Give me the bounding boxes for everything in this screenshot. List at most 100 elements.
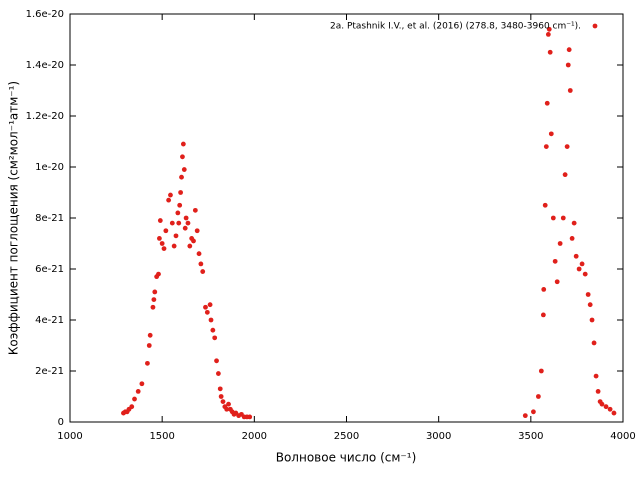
point [192,207,198,213]
point [135,389,141,394]
point [159,241,165,246]
point [187,243,193,249]
point [607,406,613,412]
point [220,399,226,404]
point [576,266,582,272]
point [207,302,213,308]
point [157,236,162,241]
point [226,401,231,407]
point [571,220,577,226]
point [168,192,173,198]
point [562,172,568,178]
point [579,261,585,267]
point [566,47,572,53]
point [545,32,551,37]
x-tick-label: 1000 [57,431,82,442]
point [591,340,597,346]
point [163,228,169,234]
point [175,210,181,216]
point [183,215,189,221]
x-tick-label: 1500 [149,431,174,442]
point [181,167,187,172]
point [173,233,179,239]
point [547,49,553,55]
point [176,220,182,226]
point [557,241,563,246]
point [194,228,200,234]
point [554,279,560,285]
point [593,373,599,379]
point [560,215,566,221]
point [217,386,223,392]
point [247,414,253,420]
y-axis-label: Коэффициент поглощения (см²мол⁻¹атм⁻¹) [7,81,21,355]
point [208,317,214,323]
point [550,215,556,221]
point [191,238,196,244]
point [585,292,591,297]
point [569,236,575,241]
point [157,218,163,223]
point [542,202,548,208]
point [589,317,595,323]
point [546,26,552,32]
point [540,312,546,318]
point [210,327,216,333]
point [129,404,135,410]
point [573,253,579,259]
point [543,144,549,150]
x-tick-label: 2000 [242,431,267,442]
point [567,88,573,93]
x-tick-label: 3000 [426,431,451,442]
point [541,287,547,292]
y-tick-label: 0 [58,417,64,428]
point [169,220,175,226]
point [166,197,172,203]
point [177,202,183,208]
x-tick-label: 2500 [334,431,359,442]
y-tick-label: 6e-21 [35,264,64,275]
point [180,141,186,147]
y-tick-label: 1e-20 [35,162,64,173]
legend-key [592,23,598,29]
point [535,394,541,399]
point [196,251,202,257]
point [139,381,145,387]
point [214,358,219,364]
point [185,220,191,226]
point [599,401,605,407]
point [611,410,617,416]
point [180,154,185,160]
point [564,144,570,150]
point [161,246,167,252]
point [146,343,152,348]
point [603,404,609,410]
point [198,261,204,267]
y-tick-label: 4e-21 [35,315,64,326]
y-tick-label: 1.6e-20 [26,9,64,20]
point [565,62,571,68]
point [522,413,528,419]
point [215,371,221,376]
legend-label: 2a. Ptashnik I.V., et al. (2016) (278.8,… [330,22,581,32]
point [218,394,224,399]
point [531,409,536,415]
point [582,271,588,277]
point [145,360,150,366]
point [171,243,177,249]
y-tick-label: 2e-21 [35,366,64,377]
y-tick-label: 8e-21 [35,213,64,224]
y-tick-label: 1.4e-20 [26,60,64,71]
plot-frame [69,13,624,423]
point [179,174,184,180]
point [587,302,593,308]
x-tick-label: 3500 [518,431,543,442]
point [178,190,184,195]
point [132,396,137,402]
point [212,335,218,341]
point [182,225,188,231]
point [544,100,550,106]
point [224,406,230,412]
x-tick-label: 4000 [610,431,635,442]
